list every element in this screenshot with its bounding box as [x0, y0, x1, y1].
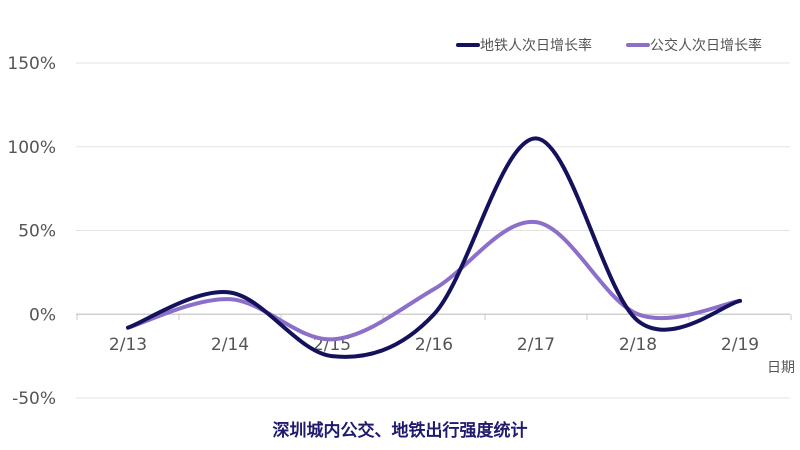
y-tick-label: 0%	[29, 305, 56, 325]
x-tick-label: 2/17	[517, 335, 555, 355]
x-tick-label: 2/16	[415, 335, 453, 355]
y-axis-ticks: -50% 0% 50% 100% 150%	[7, 54, 56, 409]
x-tick-label: 2/18	[619, 335, 657, 355]
y-tick-label: 100%	[7, 138, 56, 158]
series-line	[126, 220, 742, 342]
x-tick-label: 2/14	[211, 335, 249, 355]
series-line	[126, 136, 742, 359]
y-tick-label: 50%	[18, 222, 56, 242]
x-axis: 2/13 2/14 2/15 2/16 2/17 2/18 2/19	[76, 313, 792, 355]
series-lines	[126, 136, 742, 359]
legend-label: 地铁人次日增长率	[480, 37, 592, 54]
x-axis-label: 日期	[767, 360, 795, 376]
x-tick-label: 2/19	[721, 335, 759, 355]
legend-label: 公交人次日增长率	[650, 37, 762, 54]
y-tick-label: -50%	[12, 389, 56, 409]
y-tick-label: 150%	[7, 54, 56, 74]
chart-title: 深圳城内公交、地铁出行强度统计	[272, 421, 528, 441]
gridlines	[76, 62, 790, 399]
x-tick-label: 2/13	[109, 335, 147, 355]
legend: 地铁人次日增长率 公交人次日增长率	[456, 37, 762, 54]
